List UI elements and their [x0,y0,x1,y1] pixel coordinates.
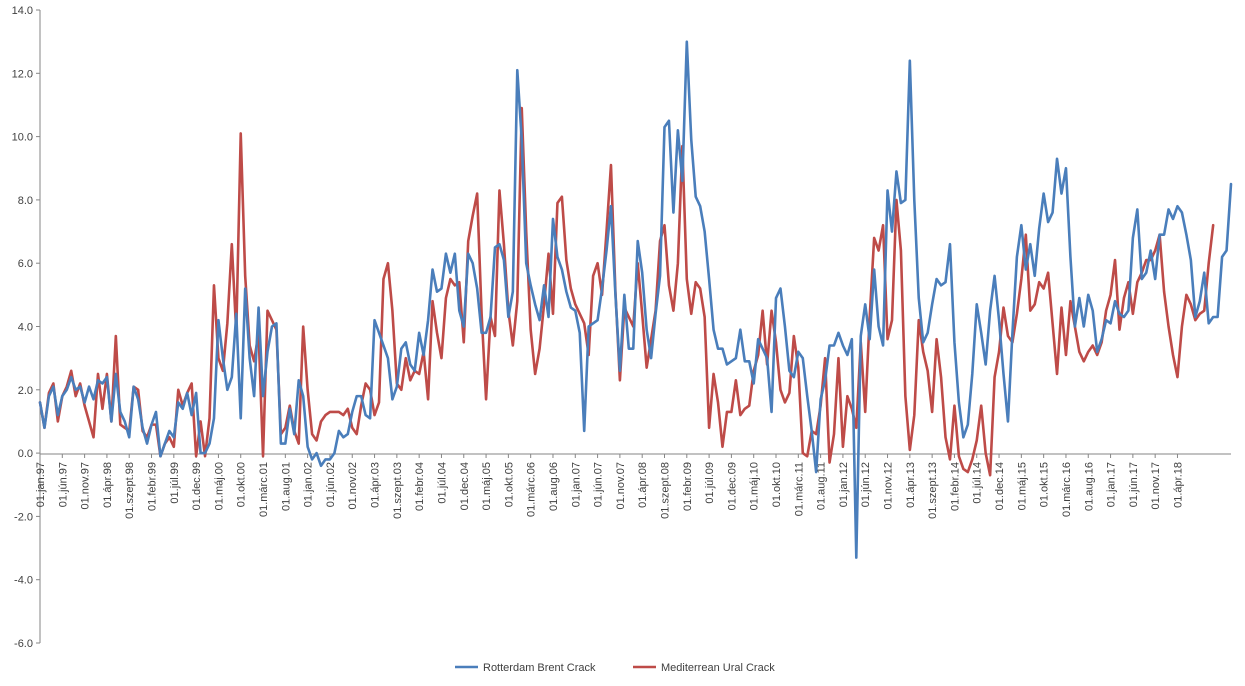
x-tick-label: 01.szept.13 [927,462,939,519]
series-line-rotterdam-brent-crack [38,40,1233,559]
x-tick-label: 01.szept.03 [392,462,404,519]
x-tick-label: 01.szept.08 [659,462,671,519]
x-tick-label: 01.okt.00 [236,462,248,507]
x-tick-label: 01.jún.12 [860,462,872,507]
x-tick-label: 01.jún.97 [57,462,69,507]
series-lines [38,40,1233,559]
x-tick-label: 01.febr.14 [949,462,961,511]
x-axis: 01.jan.97 01.jún.97 01.nov.97 01.ápr.98 01.s… [35,453,1231,519]
x-tick-label: 01.febr.04 [414,462,426,511]
x-tick-label: 01.júl.99 [169,462,181,504]
x-tick-label: 01.jún.07 [593,462,605,507]
x-tick-label: 01.máj.00 [213,462,225,510]
y-tick-label: 6.0 [18,258,33,270]
x-tick-label: 01.dec.14 [994,462,1006,510]
y-tick-label: 4.0 [18,322,33,334]
x-tick-label: 01.jan.17 [1106,462,1118,507]
x-tick-label: 01.aug.11 [816,462,828,510]
x-tick-label: 01.jún.02 [325,462,337,507]
x-tick-label: 01.dec.04 [459,462,471,510]
y-tick-label: 2.0 [18,385,33,397]
x-tick-label: 01.dec.99 [191,462,203,510]
x-tick-label: 01.jan.07 [570,462,582,507]
x-tick-label: 01.okt.05 [503,462,515,507]
x-tick-label: 01.márc.06 [526,462,538,517]
x-tick-label: 01.febr.09 [682,462,694,511]
x-tick-label: 01.ápr.08 [637,462,649,508]
x-tick-label: 01.nov.97 [80,462,92,510]
y-tick-label: -4.0 [14,575,33,587]
x-tick-label: 01.jan.12 [838,462,850,507]
y-tick-label: -2.0 [14,511,33,523]
legend: Rotterdam Brent Crack Mediterrean Ural Cr… [455,662,775,674]
x-tick-label: 01.okt.15 [1039,462,1051,507]
y-tick-label: 14.0 [12,5,33,17]
x-tick-label: 01.júl.09 [704,462,716,504]
x-tick-label: 01.jan.97 [35,462,47,507]
x-tick-label: 01.ápr.98 [102,462,114,508]
x-tick-label: 01.ápr.13 [905,462,917,508]
x-tick-label: 01.jan.02 [303,462,315,507]
x-tick-label: 01.júl.04 [436,462,448,504]
y-tick-label: -6.0 [14,638,33,650]
x-tick-label: 01.nov.07 [615,462,627,510]
y-tick-label: 8.0 [18,195,33,207]
legend-item-rotterdam-brent-crack-label: Rotterdam Brent Crack [483,662,596,674]
x-tick-label: 01.jún.17 [1128,462,1140,507]
x-tick-label: 01.aug.16 [1083,462,1095,511]
x-tick-label: 01.febr.99 [147,462,159,511]
legend-item-mediterrean-ural-crack-label: Mediterrean Ural Crack [661,662,775,674]
y-tick-label: 0.0 [18,448,33,460]
x-tick-label: 01.máj.10 [749,462,761,510]
x-tick-label: 01.júl.14 [972,462,984,504]
x-tick-label: 01.márc.01 [258,462,270,517]
x-tick-label: 01.márc.16 [1061,462,1073,517]
x-tick-label: 01.máj.05 [481,462,493,510]
x-tick-label: 01.nov.02 [347,462,359,510]
y-tick-label: 12.0 [12,68,33,80]
x-tick-label: 01.nov.12 [883,462,895,510]
y-tick-label: 10.0 [12,132,33,144]
x-tick-label: 01.máj.15 [1016,462,1028,510]
x-tick-label: 01.nov.17 [1150,462,1162,510]
series-line-mediterrean-ural-crack [38,106,1215,477]
x-tick-label: 01.ápr.03 [370,462,382,508]
y-axis: 14.0 12.0 10.0 8.0 6.0 4.0 2.0 0.0 -2.0 -4.0 -6.0 [12,5,41,650]
x-tick-label: 01.márc.11 [793,462,805,516]
x-tick-label: 01.okt.10 [771,462,783,507]
x-tick-label: 01.ápr.18 [1172,462,1184,508]
x-tick-label: 01.aug.06 [548,462,560,511]
x-tick-label: 01.aug.01 [280,462,292,511]
x-tick-label: 01.szept.98 [124,462,136,519]
x-tick-label: 01.dec.09 [726,462,738,510]
